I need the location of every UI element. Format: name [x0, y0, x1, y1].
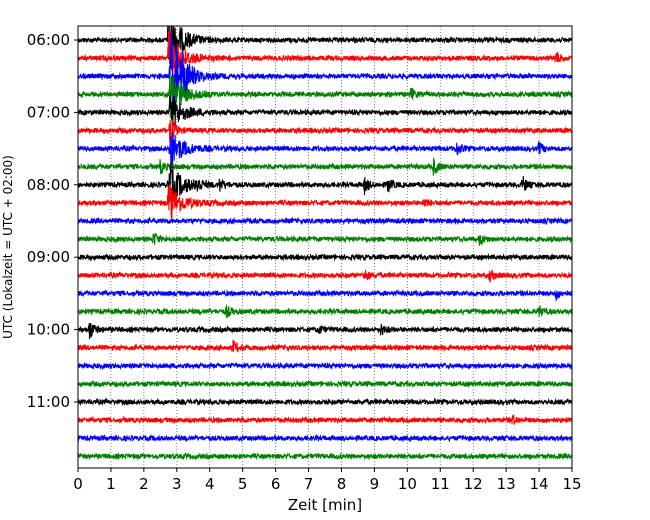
- y-tick-label: 06:00: [27, 31, 70, 49]
- trace-0645: [78, 75, 572, 118]
- trace-layer: [78, 26, 572, 461]
- x-tick-label: 10: [398, 475, 417, 493]
- trace-0830: [78, 216, 572, 226]
- x-tick-label: 8: [337, 475, 347, 493]
- x-tick-label: 11: [431, 475, 450, 493]
- trace-0700: [78, 94, 572, 127]
- y-tick-label: 11:00: [27, 393, 70, 411]
- trace-0815: [78, 184, 572, 220]
- trace-0730: [78, 132, 572, 167]
- x-tick-label: 12: [464, 475, 483, 493]
- trace-0745: [78, 157, 572, 176]
- x-tick-label: 14: [530, 475, 549, 493]
- trace-0630: [78, 33, 572, 114]
- y-tick-label: 08:00: [27, 176, 70, 194]
- x-tick-label: 5: [238, 475, 248, 493]
- trace-0930: [78, 288, 572, 302]
- y-tick-label: 07:00: [27, 103, 70, 121]
- x-tick-label: 7: [304, 475, 314, 493]
- trace-0615: [78, 29, 572, 79]
- trace-0945: [78, 304, 572, 319]
- x-tick-label: 1: [106, 475, 116, 493]
- x-axis-label: Zeit [min]: [288, 496, 362, 514]
- trace-1030: [78, 361, 572, 371]
- x-tick-label: 13: [497, 475, 516, 493]
- x-tick-label: 2: [139, 475, 149, 493]
- plot-frame: [77, 25, 573, 469]
- trace-0800: [78, 162, 572, 204]
- y-axis-ticks: 06:00 07:00 08:00 09:00 10:00 11:00: [27, 31, 78, 411]
- trace-1115: [78, 414, 572, 425]
- trace-1015: [78, 339, 572, 353]
- x-tick-label: 3: [172, 475, 182, 493]
- x-axis-ticks: 0 1 2 3 4 5 6 7 8 9 10 11 12 13 14 15: [73, 468, 582, 493]
- trace-0715: [78, 119, 572, 146]
- y-tick-label: 10:00: [27, 321, 70, 339]
- trace-1130: [78, 433, 572, 443]
- x-tick-label: 9: [370, 475, 380, 493]
- y-axis-label: UTC (Lokalzeit = UTC + 02:00): [1, 155, 15, 339]
- trace-0915: [78, 269, 572, 283]
- trace-0600: [78, 26, 572, 63]
- x-tick-label: 6: [271, 475, 281, 493]
- trace-1000: [78, 322, 572, 340]
- trace-0845: [78, 233, 572, 246]
- x-tick-label: 4: [205, 475, 215, 493]
- x-tick-label: 15: [562, 475, 581, 493]
- trace-0900: [78, 252, 572, 262]
- y-tick-label: 09:00: [27, 248, 70, 266]
- trace-1145: [78, 451, 572, 461]
- trace-1100: [78, 397, 572, 407]
- x-tick-label: 0: [73, 475, 83, 493]
- trace-1045: [78, 379, 572, 389]
